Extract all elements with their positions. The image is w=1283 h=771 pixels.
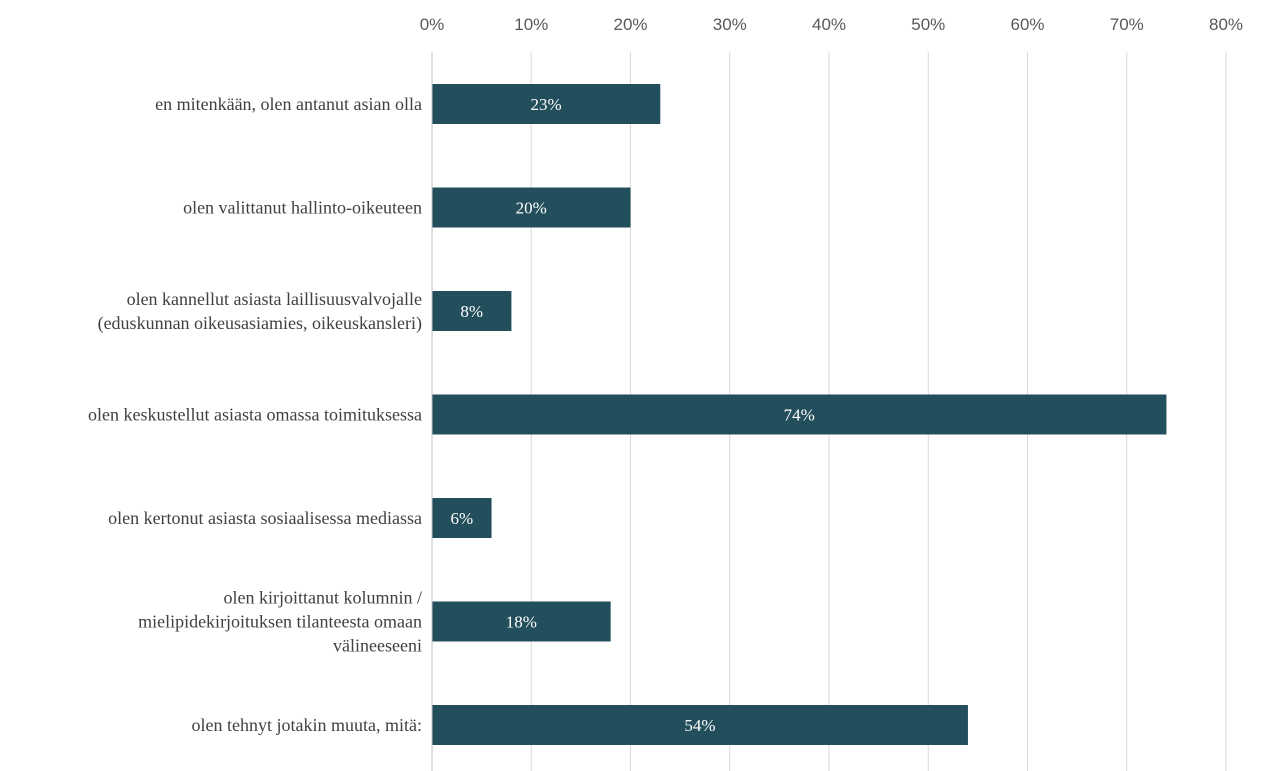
bars xyxy=(432,84,1167,745)
category-label-line: olen kertonut asiasta sosiaalisessa medi… xyxy=(108,508,422,528)
category-labels: en mitenkään, olen antanut asian olla ole… xyxy=(88,94,422,735)
category-label: olen kirjoittanut kolumnin / mielipidekir… xyxy=(138,588,422,656)
category-label: olen kannellut asiasta laillisuusvalvoja… xyxy=(98,289,422,334)
category-label-line: mielipidekirjoituksen tilanteesta omaan xyxy=(138,612,422,632)
bar xyxy=(432,705,968,745)
bar xyxy=(432,601,611,642)
data-label: 6% xyxy=(450,509,473,528)
x-tick-label: 70% xyxy=(1110,15,1144,34)
category-label: olen kertonut asiasta sosiaalisessa medi… xyxy=(108,508,422,528)
data-label: 18% xyxy=(506,613,537,632)
bar xyxy=(432,84,661,124)
x-tick-label: 40% xyxy=(812,15,846,34)
data-labels: 23% 20% 8% 74% 6% 18% 54% xyxy=(450,95,814,735)
category-label-line: olen keskustellut asiasta omassa toimitu… xyxy=(88,405,422,425)
category-label: olen valittanut hallinto-oikeuteen xyxy=(183,198,422,218)
category-label-line: olen valittanut hallinto-oikeuteen xyxy=(183,198,422,218)
category-label-line: olen kannellut asiasta laillisuusvalvoja… xyxy=(127,289,422,309)
data-label: 8% xyxy=(460,302,483,321)
category-label: olen tehnyt jotakin muuta, mitä: xyxy=(192,715,422,735)
category-label-line: olen kirjoittanut kolumnin / xyxy=(224,588,422,608)
bar xyxy=(432,394,1167,435)
category-label: olen keskustellut asiasta omassa toimitu… xyxy=(88,405,422,425)
category-label-line: olen tehnyt jotakin muuta, mitä: xyxy=(192,715,422,735)
x-tick-label: 30% xyxy=(713,15,747,34)
bar xyxy=(432,187,631,228)
bar xyxy=(432,498,492,538)
x-tick-label: 50% xyxy=(911,15,945,34)
category-label-line: en mitenkään, olen antanut asian olla xyxy=(155,94,422,114)
x-axis-ticks: 0% 10% 20% 30% 40% 50% 60% 70% 80% xyxy=(420,15,1243,34)
data-label: 23% xyxy=(531,95,562,114)
x-tick-label: 60% xyxy=(1010,15,1044,34)
x-tick-label: 80% xyxy=(1209,15,1243,34)
category-label-line: (eduskunnan oikeusasiamies, oikeuskansle… xyxy=(98,313,422,334)
category-label: en mitenkään, olen antanut asian olla xyxy=(155,94,422,114)
bar xyxy=(432,291,512,331)
data-label: 74% xyxy=(784,406,815,425)
data-label: 20% xyxy=(516,199,547,218)
x-tick-label: 20% xyxy=(613,15,647,34)
x-tick-label: 0% xyxy=(420,15,445,34)
data-label: 54% xyxy=(684,716,715,735)
x-tick-label: 10% xyxy=(514,15,548,34)
category-label-line: välineeseeni xyxy=(333,636,422,656)
